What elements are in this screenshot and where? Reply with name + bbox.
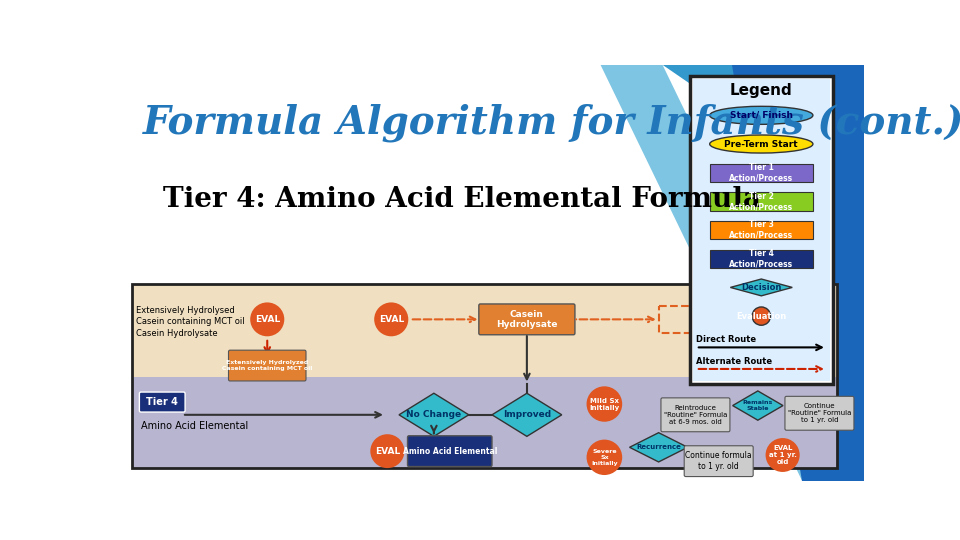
Text: Evaluation: Evaluation bbox=[736, 312, 786, 321]
Text: Tier 4: Amino Acid Elemental Formula: Tier 4: Amino Acid Elemental Formula bbox=[162, 186, 760, 213]
FancyBboxPatch shape bbox=[660, 398, 730, 432]
Text: EVAL: EVAL bbox=[254, 315, 280, 324]
Text: Tier 1
Action/Process: Tier 1 Action/Process bbox=[730, 163, 793, 183]
Text: Formula Algorithm for Infants (cont.): Formula Algorithm for Infants (cont.) bbox=[143, 103, 960, 142]
Bar bbox=[709, 221, 813, 239]
Text: Amino Acid Elemental: Amino Acid Elemental bbox=[141, 421, 249, 431]
Text: Tier 2
Action/Process: Tier 2 Action/Process bbox=[730, 192, 793, 211]
Text: Recurrence: Recurrence bbox=[636, 444, 681, 450]
Polygon shape bbox=[756, 65, 864, 481]
Text: Direct Route: Direct Route bbox=[696, 335, 756, 344]
Bar bbox=[689, 76, 833, 384]
Text: EVAL: EVAL bbox=[374, 447, 400, 456]
Polygon shape bbox=[630, 433, 687, 462]
Circle shape bbox=[374, 302, 408, 336]
Polygon shape bbox=[662, 65, 864, 296]
Text: No Change: No Change bbox=[406, 410, 462, 420]
Circle shape bbox=[371, 434, 404, 468]
Text: Mild Sx
Initially: Mild Sx Initially bbox=[589, 397, 619, 410]
Ellipse shape bbox=[709, 135, 813, 153]
Text: Tier 4: Tier 4 bbox=[146, 397, 179, 407]
Polygon shape bbox=[492, 393, 562, 436]
Circle shape bbox=[587, 386, 622, 422]
FancyBboxPatch shape bbox=[479, 304, 575, 335]
Text: Pre-Term Start: Pre-Term Start bbox=[725, 139, 798, 148]
Circle shape bbox=[752, 307, 771, 325]
Text: Amino Acid Elemental: Amino Acid Elemental bbox=[402, 447, 497, 456]
Text: Casein
Hydrolysate: Casein Hydrolysate bbox=[496, 309, 558, 329]
Bar bbox=[659, 306, 729, 333]
Text: Severe
Sx
Initially: Severe Sx Initially bbox=[591, 449, 617, 465]
Text: Extensively Hydrolysed
Casein containing MCT oil
Casein Hydrolysate: Extensively Hydrolysed Casein containing… bbox=[135, 306, 244, 338]
Polygon shape bbox=[732, 391, 783, 420]
FancyBboxPatch shape bbox=[139, 392, 185, 412]
Polygon shape bbox=[731, 279, 792, 296]
Bar bbox=[693, 79, 829, 381]
Text: Start/ Finish: Start/ Finish bbox=[730, 111, 793, 120]
Text: Continue formula
to 1 yr. old: Continue formula to 1 yr. old bbox=[685, 451, 752, 471]
Text: Reintroduce
"Routine" Formula
at 6-9 mos. old: Reintroduce "Routine" Formula at 6-9 mos… bbox=[663, 405, 727, 425]
FancyBboxPatch shape bbox=[408, 436, 492, 467]
Text: EVAL
at 1 yr.
old: EVAL at 1 yr. old bbox=[769, 445, 797, 465]
Text: Decision: Decision bbox=[741, 283, 781, 292]
Polygon shape bbox=[732, 65, 864, 481]
Text: Tier 4
Action/Process: Tier 4 Action/Process bbox=[730, 249, 793, 268]
Bar bbox=[709, 164, 813, 182]
Ellipse shape bbox=[709, 106, 813, 124]
Text: Improved: Improved bbox=[503, 410, 551, 420]
Text: Remains
Stable: Remains Stable bbox=[743, 400, 773, 411]
Text: Legend: Legend bbox=[730, 83, 793, 98]
Polygon shape bbox=[399, 393, 468, 436]
FancyBboxPatch shape bbox=[228, 350, 306, 381]
FancyBboxPatch shape bbox=[785, 396, 854, 430]
Text: EVAL: EVAL bbox=[378, 315, 404, 324]
Text: Alternate Route: Alternate Route bbox=[696, 357, 772, 366]
Circle shape bbox=[765, 438, 800, 472]
Circle shape bbox=[587, 440, 622, 475]
Bar bbox=[132, 377, 837, 468]
Polygon shape bbox=[601, 65, 864, 481]
FancyBboxPatch shape bbox=[684, 446, 754, 477]
Bar bbox=[132, 284, 837, 377]
Text: Continue
"Routine" Formula
to 1 yr. old: Continue "Routine" Formula to 1 yr. old bbox=[788, 403, 852, 423]
Bar bbox=[132, 284, 837, 468]
Circle shape bbox=[251, 302, 284, 336]
Bar bbox=[709, 192, 813, 211]
Text: Extensively Hydrolyzed
Casein containing MCT oil: Extensively Hydrolyzed Casein containing… bbox=[222, 360, 312, 371]
Bar bbox=[709, 249, 813, 268]
Text: Tier 3
Action/Process: Tier 3 Action/Process bbox=[730, 220, 793, 240]
